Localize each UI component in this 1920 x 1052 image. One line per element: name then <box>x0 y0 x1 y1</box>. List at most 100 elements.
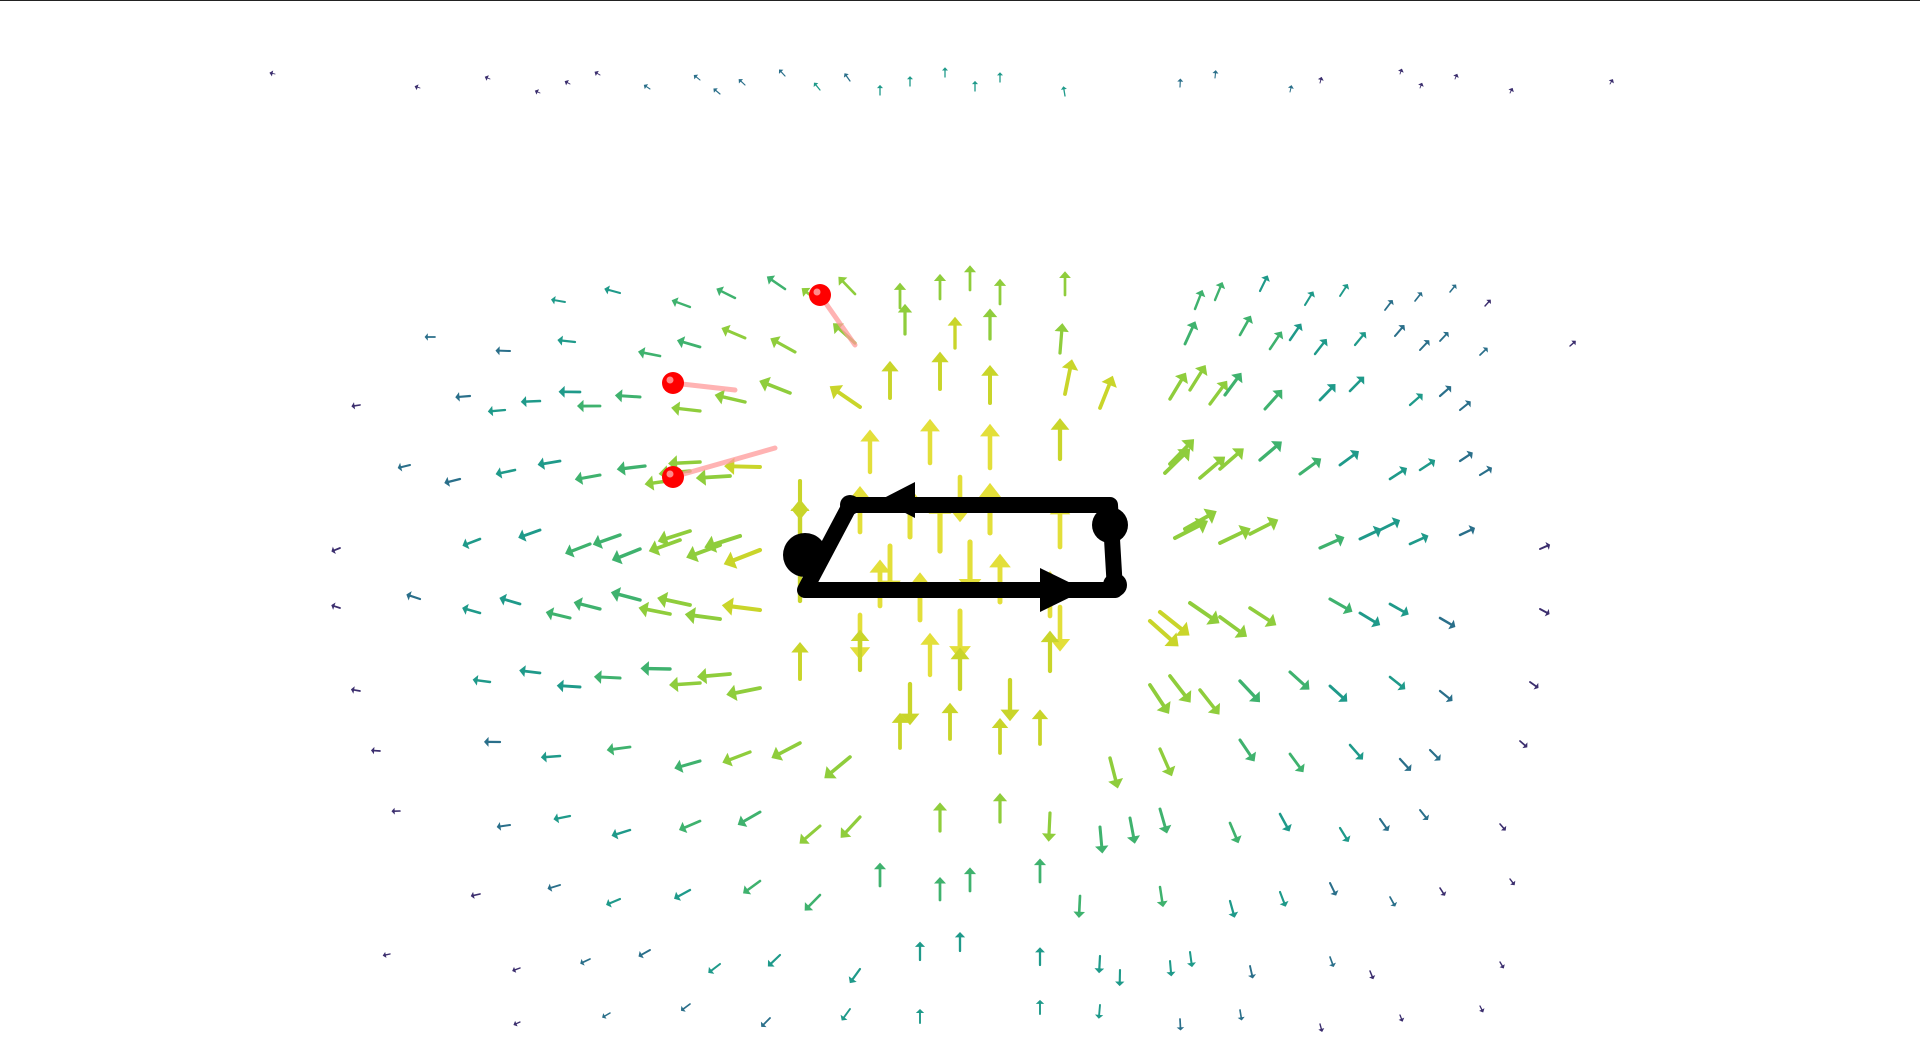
field-arrow <box>1166 959 1176 977</box>
field-arrow <box>1098 375 1117 410</box>
field-arrow <box>1348 376 1365 393</box>
current-loop-path <box>783 482 1128 612</box>
field-arrow <box>1228 899 1239 918</box>
field-arrow <box>643 84 651 90</box>
field-arrow <box>1158 807 1172 834</box>
field-arrow <box>1176 1018 1185 1031</box>
field-arrow <box>565 542 592 558</box>
field-arrow <box>495 467 517 479</box>
field-arrow <box>1263 389 1283 411</box>
field-arrow <box>1248 606 1277 627</box>
field-arrow <box>891 712 909 750</box>
field-arrow <box>1317 76 1324 84</box>
field-arrow <box>704 533 743 553</box>
field-arrow <box>534 89 541 95</box>
loop-direction-arrow <box>1040 568 1085 612</box>
field-arrow <box>604 285 622 295</box>
field-arrow <box>1035 999 1045 1015</box>
field-arrow <box>370 746 381 755</box>
loop-corner <box>1092 507 1128 543</box>
field-arrow <box>1108 756 1124 789</box>
field-arrow <box>992 793 1008 824</box>
field-arrow <box>759 376 792 395</box>
field-arrow <box>1168 439 1195 466</box>
field-arrow <box>1478 465 1493 477</box>
field-arrow <box>1035 947 1045 967</box>
loop-direction-arrow <box>880 482 915 518</box>
field-arrow <box>843 73 851 82</box>
field-arrow <box>1378 517 1401 532</box>
field-arrow <box>391 807 401 815</box>
field-arrow <box>933 273 947 301</box>
field-arrow <box>942 67 948 78</box>
field-arrow <box>920 418 940 466</box>
field-arrow <box>269 70 276 77</box>
field-arrow <box>1040 630 1060 674</box>
field-arrow <box>1438 616 1456 630</box>
field-arrow <box>1419 809 1430 821</box>
field-arrow <box>1389 896 1398 907</box>
field-arrow <box>954 932 966 953</box>
field-arrow <box>721 324 747 340</box>
field-arrow <box>1248 516 1279 536</box>
field-arrow <box>550 296 566 305</box>
field-arrow <box>472 675 492 686</box>
field-arrow <box>520 396 542 408</box>
field-arrow <box>1418 82 1424 89</box>
field-arrow <box>1094 954 1105 974</box>
field-arrow <box>382 951 391 958</box>
field-arrow <box>1303 291 1315 307</box>
field-arrow <box>760 1017 771 1028</box>
field-arrow <box>873 862 887 888</box>
field-arrow <box>1288 752 1305 773</box>
field-arrow <box>1223 372 1243 397</box>
field-arrow <box>671 401 702 416</box>
field-arrow <box>1479 347 1488 356</box>
field-arrow <box>638 601 672 618</box>
field-arrow <box>693 74 701 81</box>
field-arrow <box>743 879 762 895</box>
field-arrow <box>1278 890 1289 907</box>
vector-field-arrows <box>269 67 1614 1032</box>
field-arrow <box>1147 618 1179 647</box>
field-arrow <box>1218 525 1251 545</box>
field-arrow <box>557 335 577 346</box>
field-arrow <box>1218 615 1248 638</box>
field-arrow <box>484 75 491 81</box>
field-arrow <box>1059 271 1071 297</box>
field-arrow <box>1499 823 1507 831</box>
field-arrow <box>1188 365 1208 392</box>
field-arrow <box>914 941 926 962</box>
field-arrow <box>1384 299 1394 311</box>
field-arrow <box>813 82 821 91</box>
field-arrow <box>574 471 602 485</box>
field-arrow <box>462 603 482 615</box>
field-arrow <box>512 966 521 973</box>
field-arrow <box>1258 275 1270 293</box>
field-arrow <box>767 953 782 967</box>
field-arrow <box>483 736 502 747</box>
field-arrow <box>1318 533 1345 550</box>
field-arrow <box>1393 325 1406 338</box>
field-arrow <box>1238 315 1253 337</box>
field-arrow <box>1458 400 1471 412</box>
field-arrow <box>1163 448 1191 475</box>
field-arrow <box>1318 384 1336 402</box>
field-arrow <box>1041 811 1057 842</box>
field-arrow <box>455 392 472 402</box>
field-arrow <box>602 1012 611 1019</box>
field-arrow <box>684 607 722 625</box>
field-arrow <box>1329 956 1336 967</box>
field-arrow <box>1054 323 1069 355</box>
field-arrow <box>518 528 542 542</box>
field-arrow <box>1208 380 1229 406</box>
field-arrow <box>972 80 978 92</box>
field-arrow <box>576 399 602 413</box>
field-arrow <box>606 897 622 908</box>
field-arrow <box>1228 821 1242 844</box>
field-arrow <box>1479 1005 1485 1013</box>
field-arrow <box>840 815 862 838</box>
field-arrow <box>495 346 512 356</box>
